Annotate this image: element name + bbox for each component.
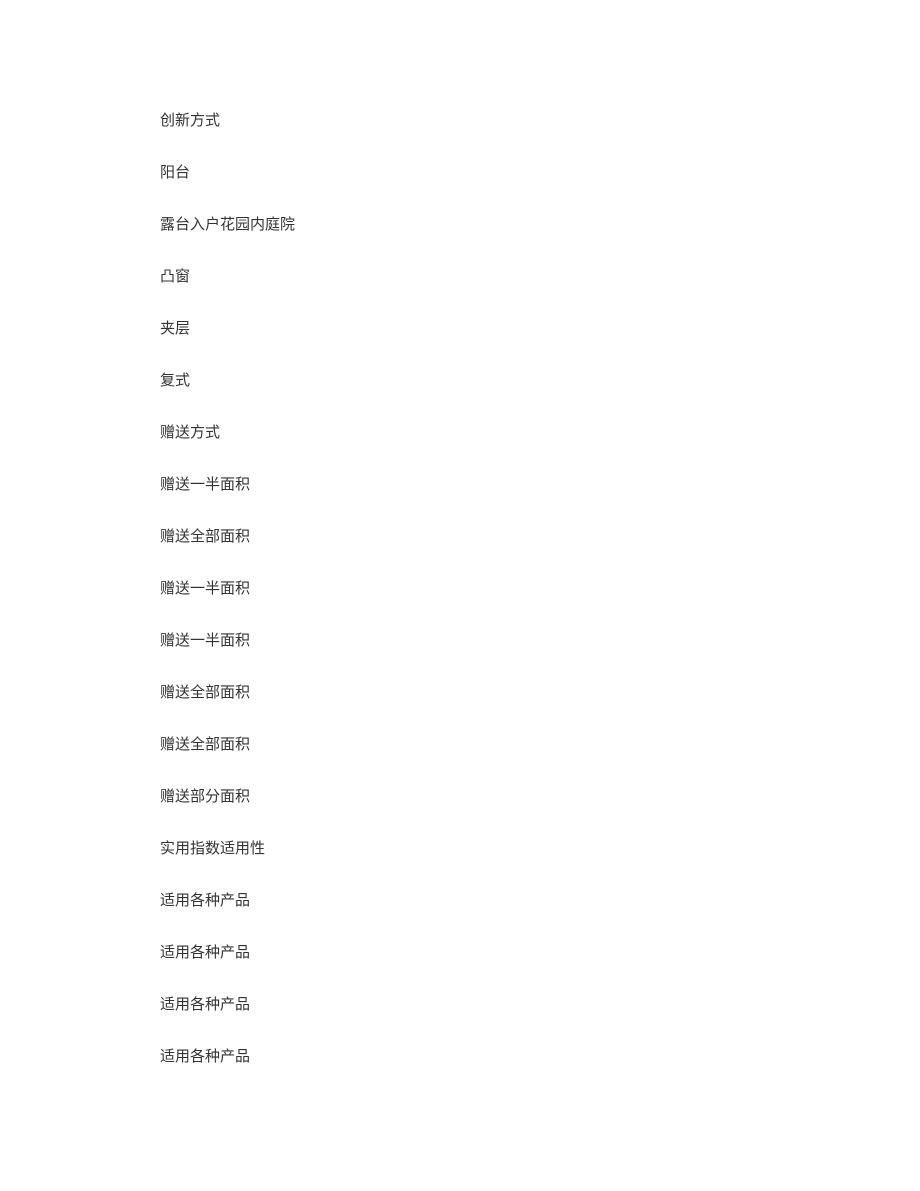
text-line: 赠送全部面积 [160, 734, 920, 755]
text-line: 创新方式 [160, 110, 920, 131]
text-line: 夹层 [160, 318, 920, 339]
text-line: 赠送全部面积 [160, 526, 920, 547]
text-line: 赠送全部面积 [160, 682, 920, 703]
text-line: 适用各种产品 [160, 1046, 920, 1067]
text-line: 复式 [160, 370, 920, 391]
text-line: 赠送一半面积 [160, 474, 920, 495]
text-line: 赠送部分面积 [160, 786, 920, 807]
text-line: 露台入户花园内庭院 [160, 214, 920, 235]
text-line: 适用各种产品 [160, 890, 920, 911]
text-line: 赠送方式 [160, 422, 920, 443]
text-line: 适用各种产品 [160, 994, 920, 1015]
text-line: 赠送一半面积 [160, 630, 920, 651]
text-line: 阳台 [160, 162, 920, 183]
text-line: 适用各种产品 [160, 942, 920, 963]
text-line: 实用指数适用性 [160, 838, 920, 859]
text-line: 凸窗 [160, 266, 920, 287]
text-line: 赠送一半面积 [160, 578, 920, 599]
